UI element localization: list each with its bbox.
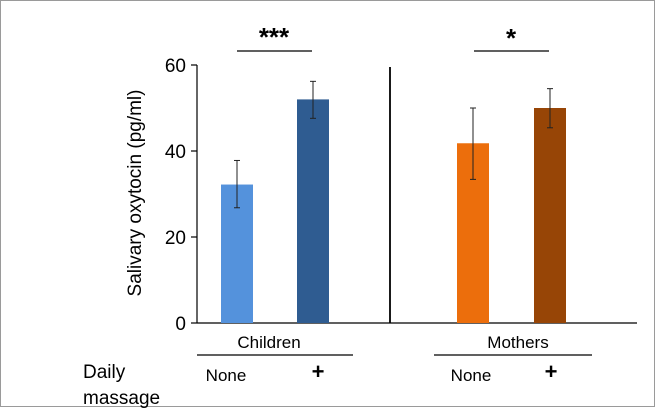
condition-label-children-none: None [206, 366, 247, 385]
y-tick-label: 40 [165, 142, 186, 163]
y-tick-label: 20 [165, 228, 186, 249]
condition-label-mothers-none: None [451, 366, 492, 385]
sig-label-mothers: * [506, 23, 517, 53]
group-label-children: Children [237, 333, 300, 352]
y-tick-label: 0 [175, 314, 186, 335]
group-label-mothers: Mothers [487, 333, 548, 352]
y-tick-label: 60 [165, 56, 186, 77]
bar-children-massage [297, 99, 329, 324]
y-axis-label: Salivary oxytocin (pg/ml) [125, 90, 146, 297]
row-label-massage: massage [83, 388, 160, 408]
condition-label-children-plus: + [312, 359, 325, 384]
condition-label-mothers-plus: + [545, 359, 558, 384]
bar-mothers-massage [534, 108, 566, 323]
sig-label-children: *** [259, 22, 290, 52]
row-label-daily: Daily [83, 362, 126, 383]
